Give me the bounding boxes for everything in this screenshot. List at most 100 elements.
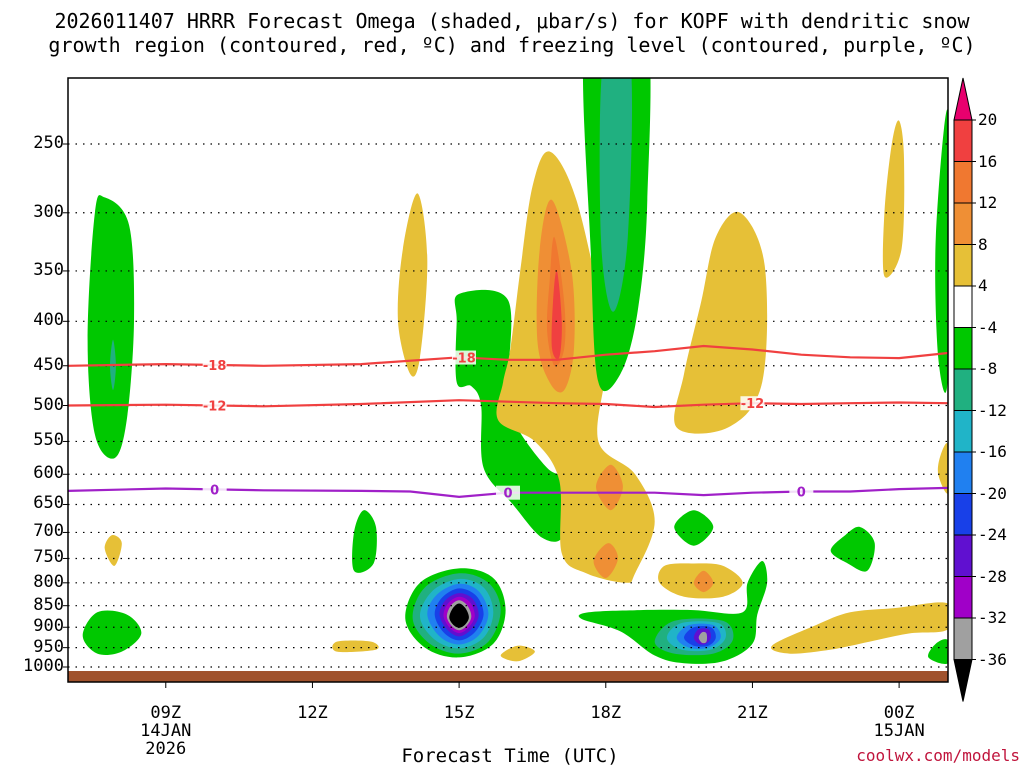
colorbar-label-13: -36 [978, 649, 1007, 669]
chart-title-line-2: growth region (contoured, red, ºC) and f… [48, 33, 976, 57]
x-tick-label-9-0: 09Z [150, 703, 182, 723]
contour-label-bg [740, 396, 765, 411]
colorbar-label-3: 8 [978, 234, 988, 254]
y-tick-label-250: 250 [33, 133, 64, 153]
omega-region-39 [928, 639, 948, 664]
colorbar-label-0: 20 [978, 110, 998, 129]
omega-region-2 [104, 534, 122, 566]
contour-label--12-0: -12 [203, 400, 227, 415]
contour-label-bg [202, 482, 227, 497]
y-tick-label-450: 450 [33, 354, 64, 375]
colorbar-bin-3 [953, 244, 973, 287]
omega-region-19 [674, 510, 714, 546]
colorbar-bin-12 [953, 617, 973, 660]
contour-label-bg [202, 357, 227, 372]
y-tick-label-350: 350 [33, 259, 64, 280]
x-tick-label-18-0: 18Z [590, 703, 622, 723]
contour-label--18-0: -18 [203, 359, 227, 374]
y-tick-label-800: 800 [33, 571, 64, 592]
y-tick-label-650: 650 [33, 493, 64, 514]
colorbar-label-6: -8 [978, 359, 998, 378]
omega-region-18 [693, 570, 714, 593]
x-tick-label-24-1: 15JAN [873, 721, 925, 741]
y-tick-label-950: 950 [33, 636, 64, 657]
colorbar-top-arrow [953, 77, 973, 121]
colorbar-label-4: 4 [978, 276, 988, 295]
x-tick-label-24-0: 00Z [883, 703, 915, 723]
y-tick-label-700: 700 [33, 521, 64, 542]
source-credit: coolwx.com/models [856, 746, 1020, 765]
omega-region-4 [397, 193, 428, 377]
colorbar-label-5: -4 [978, 317, 998, 337]
colorbar-bin-1 [953, 161, 973, 204]
contour-label--18-1: -18 [452, 352, 476, 367]
omega-region-13 [593, 543, 619, 579]
contour-label-0-2: 0 [797, 485, 806, 500]
contour-label-bg [789, 484, 814, 499]
colorbar-bin-2 [953, 202, 973, 245]
y-tick-label-750: 750 [33, 547, 64, 568]
omega-region-12 [596, 464, 623, 511]
contour-line-0 [68, 486, 948, 499]
omega-region-26 [698, 631, 708, 644]
omega-region-38 [830, 526, 875, 572]
omega-region-16 [674, 211, 768, 434]
contour-label-bg [202, 398, 227, 413]
x-tick-label-9-1: 14JAN [140, 721, 192, 741]
colorbar-bin-11 [953, 576, 973, 619]
contour-line--18 [68, 344, 948, 367]
y-tick-label-550: 550 [33, 430, 64, 451]
omega-region-11 [551, 270, 562, 360]
omega-region-7 [454, 289, 573, 542]
y-tick-label-600: 600 [33, 463, 64, 484]
colorbar-bin-7 [953, 410, 973, 453]
omega-region-41 [935, 109, 948, 393]
ground-strip [68, 671, 948, 682]
colorbar-label-1: 16 [978, 151, 998, 171]
y-tick-label-1000: 1000 [23, 656, 64, 676]
colorbar-bin-6 [953, 368, 973, 411]
contour-label-0-0: 0 [210, 483, 219, 498]
contour-label-0-1: 0 [503, 487, 512, 502]
omega-region-0 [87, 195, 135, 459]
colorbar-bin-8 [953, 451, 973, 494]
omega-region-40 [882, 120, 905, 278]
colorbar-bin-10 [953, 534, 973, 577]
colorbar-label-7: -12 [978, 400, 1007, 420]
colorbar-label-10: -24 [978, 525, 1007, 544]
colorbar-bottom-arrow [953, 659, 973, 702]
contour-label--12-1: -12 [741, 397, 765, 412]
omega-region-36 [500, 645, 535, 662]
colorbar-bin-5 [953, 327, 973, 370]
contour-label-bg [452, 350, 476, 365]
colorbar-label-11: -28 [978, 566, 1007, 586]
chart-title-line-1: 2026011407 HRRR Forecast Omega (shaded, … [54, 9, 970, 33]
omega-region-37 [771, 602, 948, 654]
colorbar-bin-9 [953, 493, 973, 536]
y-tick-label-300: 300 [33, 201, 64, 222]
colorbar-bin-0 [953, 119, 973, 162]
y-tick-label-400: 400 [33, 310, 64, 331]
colorbar-label-2: 12 [978, 193, 998, 212]
omega-region-6 [332, 640, 379, 653]
y-tick-label-900: 900 [33, 616, 64, 637]
x-tick-label-12-0: 12Z [297, 703, 328, 723]
x-axis-title: Forecast Time (UTC) [401, 745, 619, 767]
omega-region-15 [599, 78, 633, 312]
omega-region-42 [937, 443, 948, 494]
x-tick-label-21-0: 21Z [737, 703, 768, 723]
plot-frame [67, 77, 949, 683]
colorbar-bin-4 [953, 285, 973, 328]
contour-line--12 [68, 399, 948, 409]
omega-region-35 [449, 603, 469, 628]
y-tick-label-850: 850 [33, 594, 64, 615]
y-tick-label-500: 500 [33, 394, 64, 415]
omega-region-5 [352, 510, 377, 573]
colorbar-label-8: -16 [978, 442, 1007, 461]
omega-region-3 [82, 610, 142, 655]
colorbar-label-9: -20 [978, 483, 1007, 503]
x-tick-label-15-0: 15Z [443, 703, 475, 723]
contour-label-bg [496, 485, 520, 500]
colorbar-label-12: -32 [978, 608, 1007, 627]
